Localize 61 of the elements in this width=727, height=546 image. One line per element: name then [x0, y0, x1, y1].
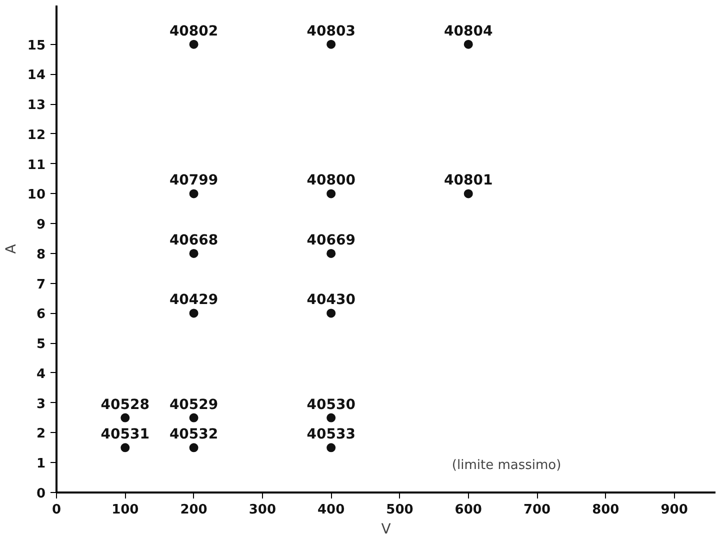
x-tick-label: 900: [660, 502, 688, 518]
x-axis-title: V: [381, 522, 392, 538]
annotation: 40528: [100, 396, 150, 413]
annotation: (limite massimo): [452, 458, 562, 474]
point: [464, 189, 473, 198]
annotation: 40532: [169, 426, 218, 443]
annotation: 40799: [169, 172, 218, 189]
annotation: 40529: [169, 396, 218, 413]
annotation: 40804: [444, 23, 493, 40]
y-tick-label: 13: [27, 98, 46, 114]
y-axis-title: A: [3, 244, 20, 254]
y-tick-label: 6: [36, 307, 46, 322]
point: [326, 308, 336, 318]
x-tick-label: 800: [592, 502, 620, 518]
point: [189, 40, 198, 49]
y-tick-label: 0: [36, 486, 46, 502]
annotation: 40530: [306, 396, 356, 413]
annotation: 40802: [169, 23, 218, 40]
point: [189, 189, 198, 198]
point: [189, 308, 198, 318]
y-tick-label: 3: [36, 396, 46, 412]
annotation: 40801: [444, 172, 493, 189]
y-tick-label: 2: [36, 426, 46, 442]
point: [326, 443, 336, 452]
x-tick-label: 400: [318, 502, 345, 518]
x-tick-label: 200: [180, 502, 208, 518]
y-tick-label: 4: [36, 366, 46, 382]
annotation: 40533: [306, 426, 356, 443]
point: [326, 248, 336, 258]
y-tick-label: 9: [36, 218, 46, 233]
y-tick-label: 8: [36, 247, 46, 262]
point: [120, 413, 130, 422]
point: [326, 40, 336, 49]
y-tick-label: 1: [36, 456, 46, 472]
y-tick-label: 10: [27, 188, 46, 203]
annotation: 40531: [100, 426, 150, 443]
x-tick-label: 300: [248, 502, 276, 518]
x-tick-label: 700: [523, 502, 551, 518]
y-tick-label: 14: [27, 68, 46, 84]
x-tick-label: 500: [386, 502, 414, 518]
annotation: 40430: [306, 292, 356, 308]
point: [326, 413, 336, 422]
point: [189, 248, 198, 258]
point: [464, 40, 473, 49]
x-tick-label: 0: [52, 502, 62, 518]
point: [189, 413, 198, 422]
annotation: 40669: [306, 232, 356, 248]
annotation: 40668: [169, 232, 218, 248]
x-tick-label: 100: [112, 502, 139, 518]
point: [326, 189, 336, 198]
annotation: 40429: [169, 292, 218, 308]
point: [189, 443, 198, 452]
y-tick-label: 11: [27, 158, 46, 173]
x-tick-label: 600: [454, 502, 482, 518]
point: [120, 443, 130, 452]
y-tick-label: 5: [36, 337, 46, 352]
y-tick-label: 12: [27, 128, 46, 143]
y-tick-label: 7: [36, 277, 46, 292]
annotation: 40800: [306, 172, 356, 189]
annotation: 40803: [306, 23, 356, 40]
y-tick-label: 15: [27, 38, 46, 54]
